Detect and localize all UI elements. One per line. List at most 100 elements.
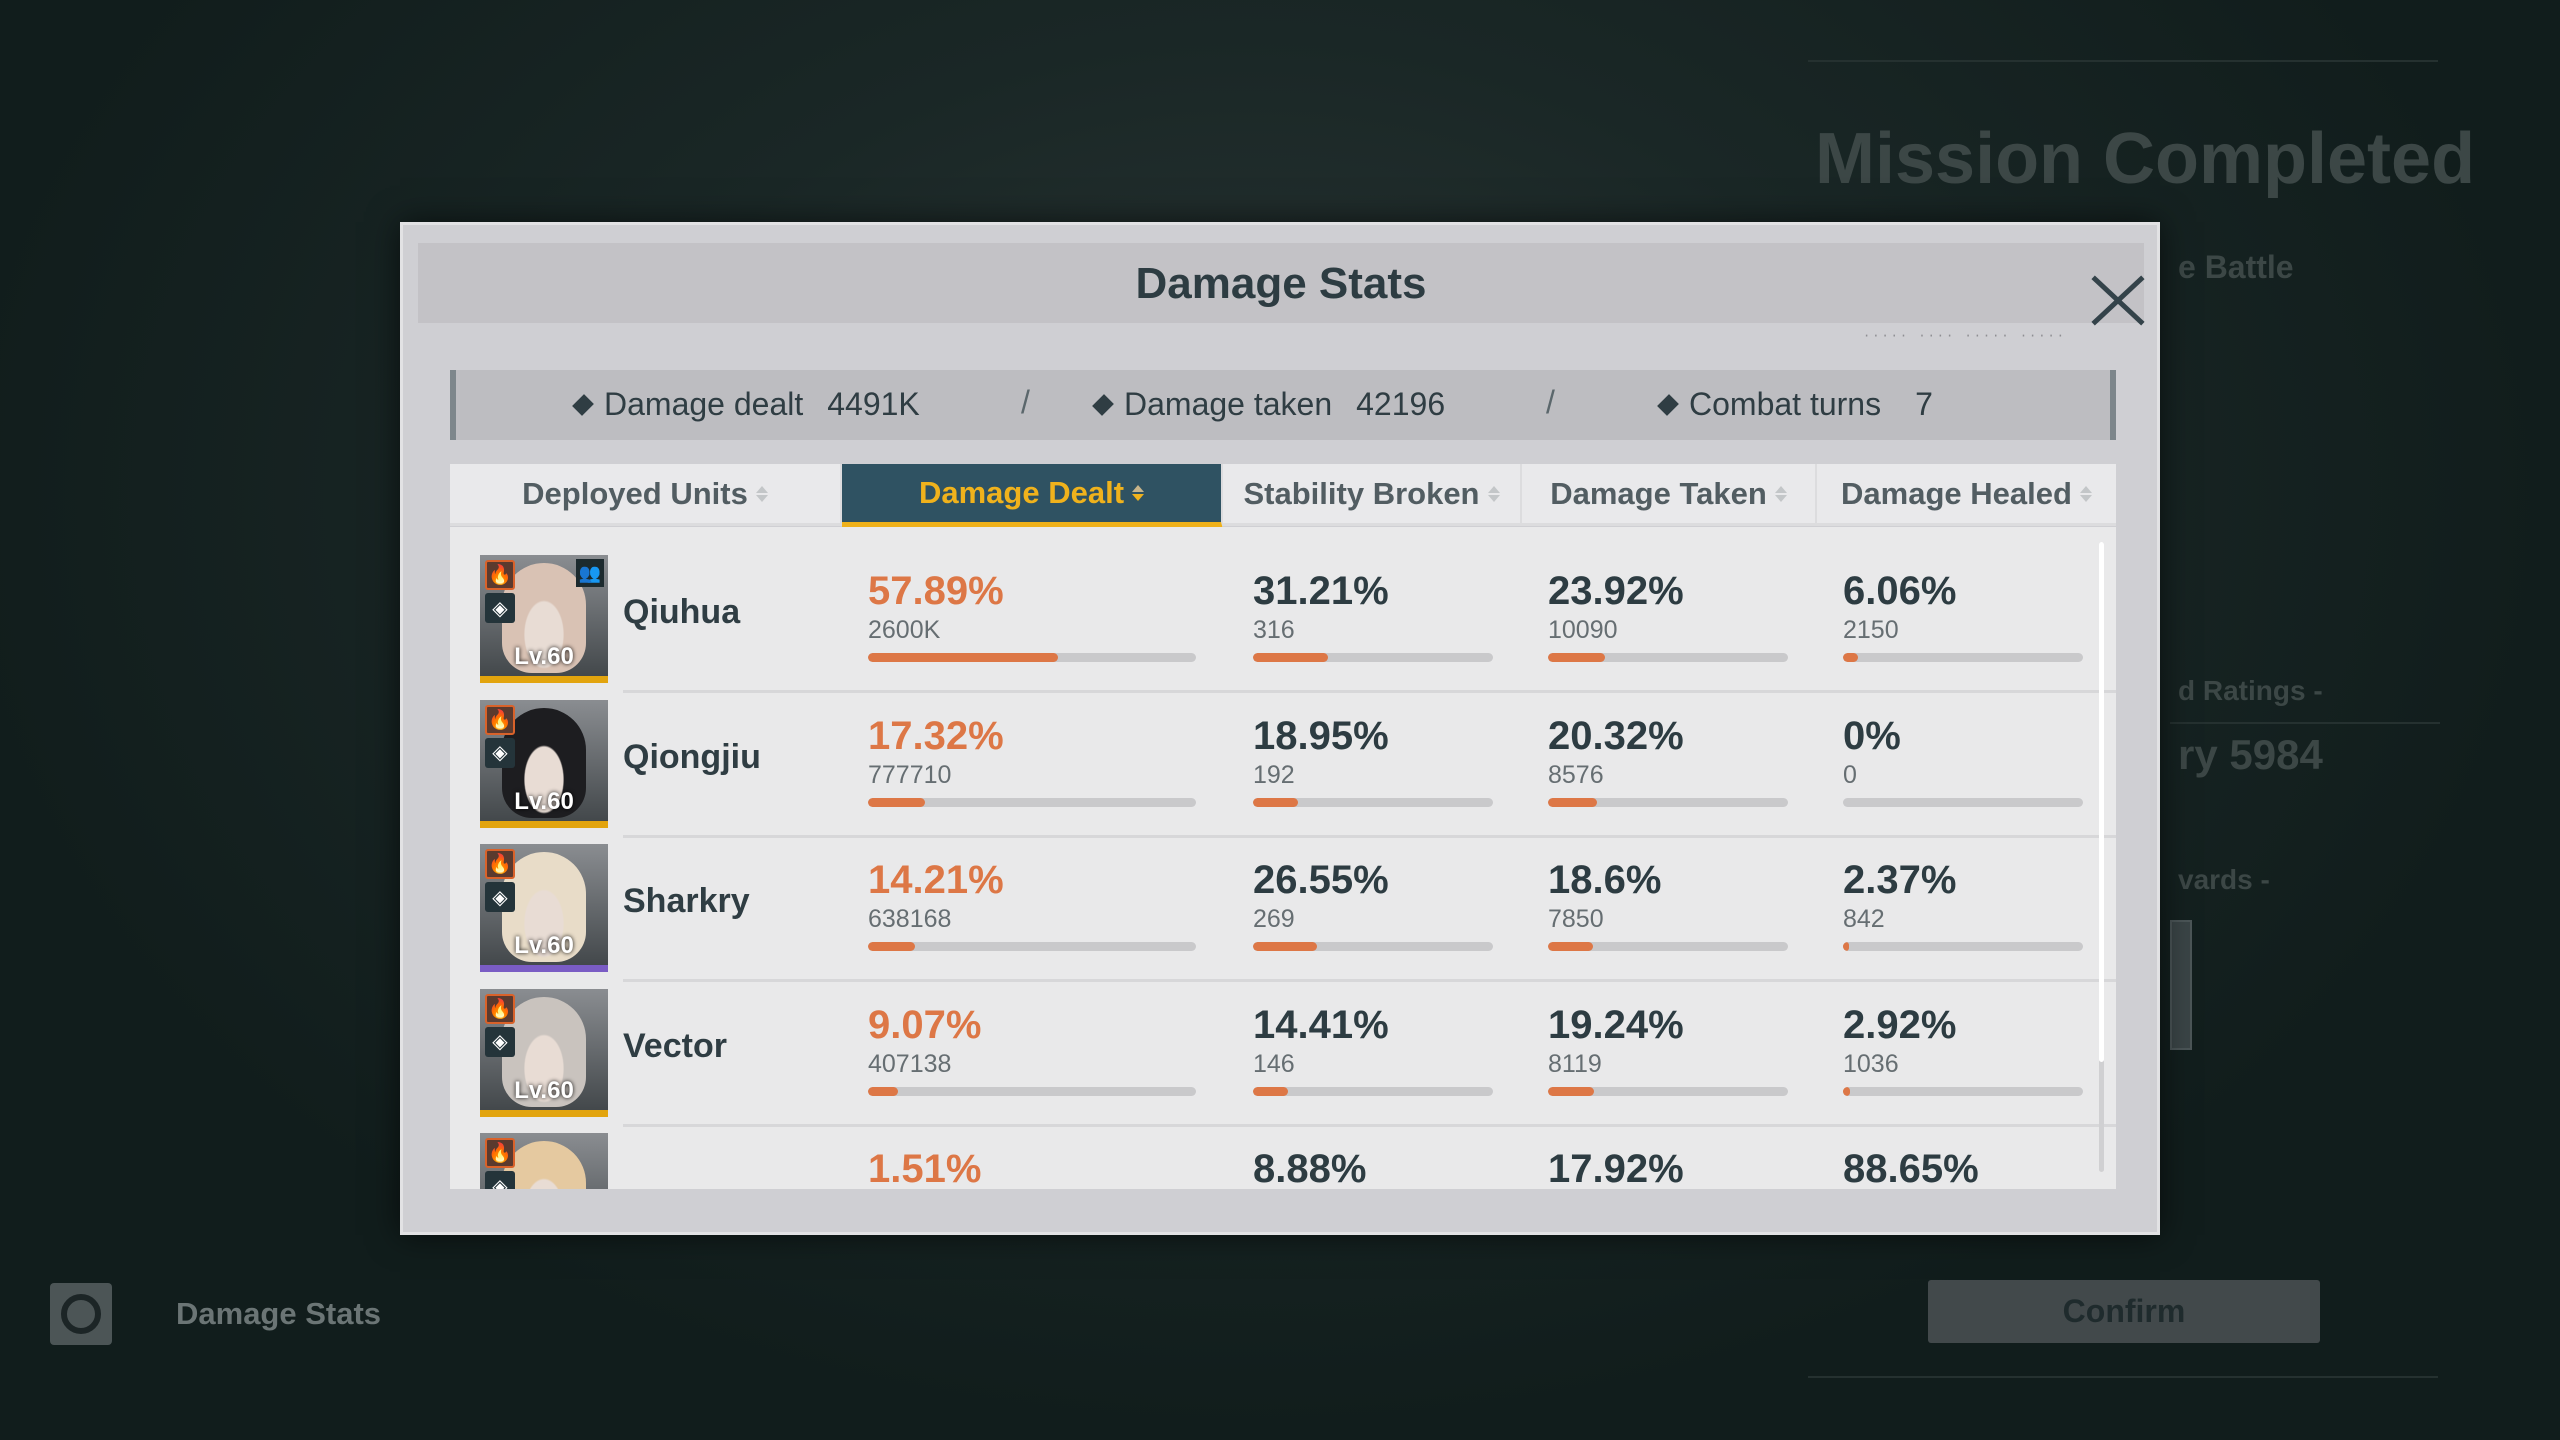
unit-row[interactable]: 🔥 ◈ 1.51% 8.88% 17.92% 88.65%	[450, 1127, 2100, 1189]
dealt-value: 2600K	[868, 616, 941, 644]
fire-element-icon: 🔥	[485, 1138, 515, 1168]
tab-stability-broken[interactable]: Stability Broken	[1223, 464, 1522, 523]
damage-stats-modal: Damage Stats Damage dealt 4491K / Damage…	[400, 222, 2160, 1235]
summary-value: 4491K	[827, 386, 920, 422]
unit-row[interactable]: 🔥 ◈ Lv.60 Vector 9.07% 407138 14.41% 146…	[450, 983, 2116, 1128]
unit-list[interactable]: 🔥 ◈ 1.51% 8.88% 17.92% 88.65% 🔥 ◈ Lv.60 …	[450, 527, 2116, 1189]
taken-bar-fill	[1548, 797, 1597, 807]
rating-value: ry 5984	[2178, 731, 2323, 778]
stability-percent: 31.21%	[1253, 569, 1389, 613]
taken-bar	[1548, 653, 1788, 662]
taken-bar-fill	[1548, 942, 1593, 951]
tab-damage-healed[interactable]: Damage Healed	[1817, 464, 2116, 523]
taken-bar	[1548, 1086, 1788, 1096]
dealt-cell: 1.51%	[868, 1145, 1196, 1189]
unit-avatar[interactable]: 🔥 ◈ Lv.60	[480, 844, 608, 972]
healed-percent: 0%	[1843, 713, 1901, 758]
taken-percent: 23.92%	[1548, 569, 1684, 613]
rarity-bar	[480, 676, 608, 683]
tab-damage-dealt[interactable]: Damage Dealt	[842, 464, 1223, 529]
fire-element-icon: 🔥	[485, 704, 515, 735]
diamond-icon	[1657, 393, 1679, 416]
fire-element-icon: 🔥	[485, 560, 515, 590]
reward-item[interactable]	[2170, 920, 2192, 1050]
ratings-label: d Ratings -	[2178, 675, 2323, 706]
summary-value: 42196	[1356, 386, 1446, 422]
separator: /	[1546, 384, 1555, 420]
class-diamond-icon: ◈	[485, 1026, 515, 1057]
stability-bar	[1253, 942, 1493, 951]
unit-name: Vector	[623, 1026, 727, 1065]
tab-damage-taken[interactable]: Damage Taken	[1522, 464, 1817, 523]
sort-icon	[2079, 485, 2092, 502]
healed-cell: 0% 0	[1843, 712, 2083, 807]
taken-cell: 17.92%	[1548, 1145, 1788, 1189]
row-divider	[623, 834, 2116, 838]
fire-element-icon: 🔥	[485, 849, 515, 879]
dealt-bar-fill	[868, 797, 925, 807]
unit-level: Lv.60	[514, 643, 574, 670]
tab-label: Deployed Units	[522, 475, 748, 511]
tab-deployed-units[interactable]: Deployed Units	[450, 464, 842, 523]
damage-stats-button[interactable]	[50, 1283, 112, 1345]
scrollbar-thumb[interactable]	[2099, 542, 2104, 1062]
confirm-button[interactable]: Confirm	[1928, 1280, 2320, 1343]
portrait	[502, 996, 586, 1107]
stability-value: 146	[1253, 1049, 1295, 1078]
taken-bar-fill	[1548, 653, 1606, 662]
divider	[1808, 1376, 2438, 1378]
taken-percent: 18.6%	[1548, 858, 1662, 902]
close-icon[interactable]	[2088, 271, 2148, 331]
taken-bar	[1548, 797, 1788, 807]
modal-title: Damage Stats	[1135, 259, 1427, 308]
unit-row[interactable]: 🔥 ◈ Lv.60 Qiongjiu 17.32% 777710 18.95% …	[450, 694, 2116, 839]
unit-row[interactable]: 🔥 ◈ Lv.60 Sharkry 14.21% 638168 26.55% 2…	[450, 838, 2116, 983]
unit-name: Qiongjiu	[623, 737, 761, 776]
unit-avatar[interactable]: 🔥 ◈ Lv.60	[480, 988, 608, 1117]
modal-header: Damage Stats	[418, 243, 2144, 323]
unit-level: Lv.60	[514, 1076, 574, 1104]
taken-percent: 20.32%	[1548, 713, 1684, 758]
damage-stats-label[interactable]: Damage Stats	[176, 1296, 382, 1331]
taken-bar-fill	[1548, 1086, 1595, 1096]
dealt-value: 638168	[868, 905, 952, 933]
dealt-bar	[868, 1086, 1196, 1096]
decorative-serial: ····· ···· ····· ·····	[1863, 329, 2066, 343]
scrollbar[interactable]	[2099, 542, 2104, 1172]
stability-cell: 26.55% 269	[1253, 856, 1493, 951]
dealt-cell: 9.07% 407138	[868, 1001, 1196, 1096]
dealt-bar-fill	[868, 942, 915, 951]
healed-percent: 2.92%	[1843, 1002, 1957, 1047]
summary-bar: Damage dealt 4491K / Damage taken 42196 …	[450, 370, 2116, 440]
sort-icon	[1774, 485, 1787, 502]
row-divider	[623, 1123, 2116, 1127]
mission-subtitle: e Battle	[2178, 249, 2294, 285]
fire-element-icon: 🔥	[485, 993, 515, 1024]
unit-avatar[interactable]: 🔥 ◈ Lv.60	[480, 699, 608, 828]
rarity-bar	[480, 965, 608, 972]
column-tabs: Deployed Units Damage Dealt Stability Br…	[450, 464, 2116, 529]
stability-value: 269	[1253, 905, 1295, 933]
sort-icon	[1132, 485, 1145, 501]
stability-cell: 18.95% 192	[1253, 712, 1493, 807]
tab-label: Stability Broken	[1243, 475, 1480, 511]
dealt-value: 407138	[868, 1049, 952, 1078]
portrait	[502, 707, 586, 818]
portrait	[502, 852, 586, 962]
tab-label: Damage Taken	[1550, 475, 1767, 511]
taken-cell: 19.24% 8119	[1548, 1001, 1788, 1096]
taken-value: 7850	[1548, 905, 1604, 933]
unit-row[interactable]: 🔥 ◈ 👥 Lv.60 Qiuhua 57.89% 2600K 31.21% 3…	[450, 549, 2116, 694]
healed-bar	[1843, 653, 2083, 662]
unit-level: Lv.60	[514, 932, 574, 959]
divider	[2170, 722, 2440, 724]
rarity-bar	[480, 820, 608, 828]
stability-value: 192	[1253, 760, 1295, 789]
healed-cell: 2.92% 1036	[1843, 1001, 2083, 1096]
healed-value: 1036	[1843, 1049, 1899, 1078]
unit-level: Lv.60	[514, 787, 574, 815]
unit-avatar[interactable]: 🔥 ◈ 👥 Lv.60	[480, 555, 608, 683]
unit-avatar[interactable]: 🔥 ◈	[480, 1133, 608, 1189]
unit-name: Sharkry	[623, 882, 750, 920]
dealt-percent: 1.51%	[868, 1147, 982, 1189]
